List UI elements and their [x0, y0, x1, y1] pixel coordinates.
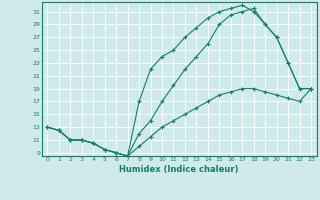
X-axis label: Humidex (Indice chaleur): Humidex (Indice chaleur)	[119, 165, 239, 174]
